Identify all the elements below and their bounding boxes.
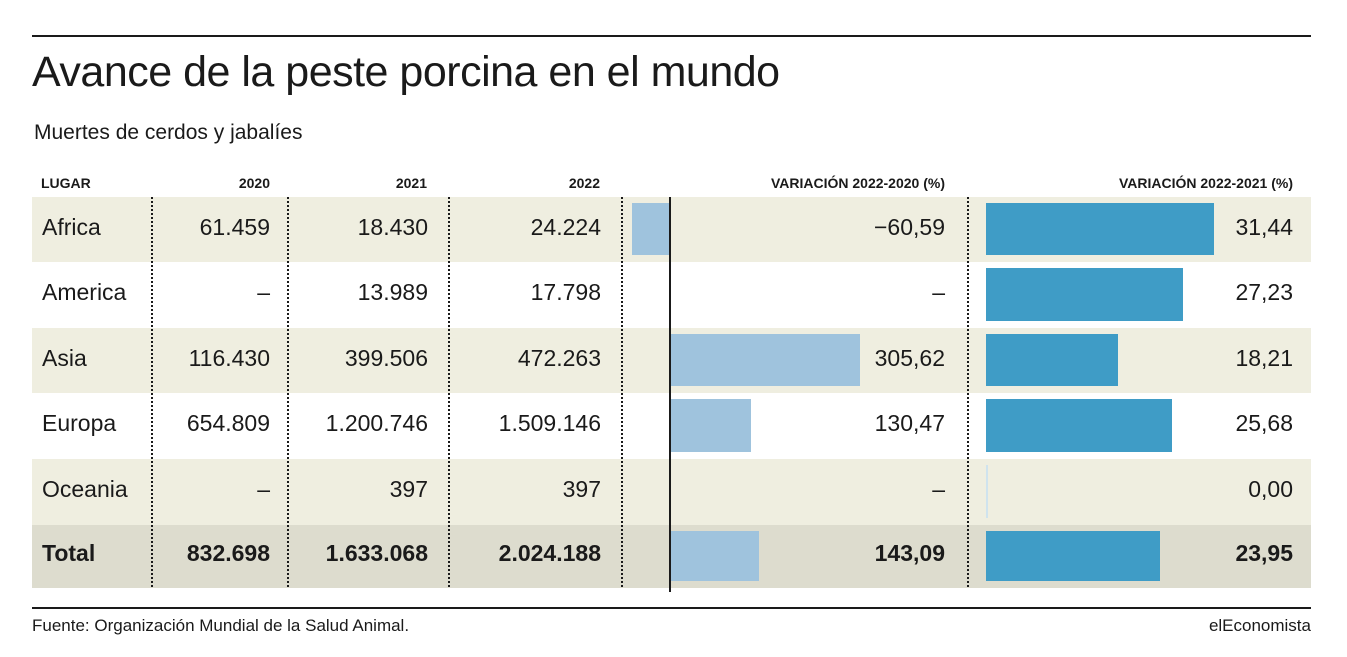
bar-variation-2022-2021 xyxy=(986,531,1160,581)
cell-2020: 61.459 xyxy=(199,214,270,240)
header-variation-2022-2020: VARIACIÓN 2022-2020 (%) xyxy=(770,175,945,191)
cell-2020: – xyxy=(257,476,270,502)
cell-2021: 399.506 xyxy=(344,345,428,371)
cell-variation-2022-2020: 130,47 xyxy=(874,410,945,436)
total-row: Total 832.698 1.633.068 2.024.188 143,09 23,9… xyxy=(32,525,1311,588)
cell-2022: 1.509.146 xyxy=(498,410,601,436)
cell-variation-2022-2021: 31,44 xyxy=(1235,214,1293,240)
table-row: Africa 61.459 18.430 24.224 −60,59 31,44 xyxy=(32,197,1311,262)
bottom-rule xyxy=(32,607,1311,609)
bar-variation-2022-2021 xyxy=(986,334,1119,386)
chart-subtitle: Muertes de cerdos y jabalíes xyxy=(34,121,303,144)
source-note: Fuente: Organización Mundial de la Salud… xyxy=(32,616,410,635)
cell-variation-2022-2020: 143,09 xyxy=(874,540,945,566)
cell-variation-2022-2020: 305,62 xyxy=(874,345,945,371)
cell-variation-2022-2021: 25,68 xyxy=(1235,410,1293,436)
cell-2022: 24.224 xyxy=(530,214,601,240)
cell-2020: 654.809 xyxy=(186,410,270,436)
table-row: America – 13.989 17.798 – 27,23 xyxy=(32,262,1311,328)
cell-2020: – xyxy=(257,279,270,305)
cell-2020: 832.698 xyxy=(186,540,270,566)
bar-variation-2022-2020 xyxy=(632,203,670,255)
cell-place: Africa xyxy=(42,214,101,240)
column-separator xyxy=(967,197,969,587)
cell-2020: 116.430 xyxy=(188,345,270,371)
top-rule xyxy=(32,35,1311,37)
variation-zero-axis xyxy=(669,197,671,592)
cell-place: Total xyxy=(42,540,96,566)
cell-2022: 2.024.188 xyxy=(498,540,601,566)
cell-2021: 1.633.068 xyxy=(325,540,428,566)
cell-place: Europa xyxy=(42,410,117,436)
table-row: Oceania – 397 397 – 0,00 xyxy=(32,459,1311,525)
cell-variation-2022-2021: 23,95 xyxy=(1235,540,1293,566)
table-row: Europa 654.809 1.200.746 1.509.146 130,47 25,… xyxy=(32,393,1311,459)
chart-title: Avance de la peste porcina en el mundo xyxy=(32,48,780,96)
column-separator xyxy=(448,197,450,587)
table-row: Asia 116.430 399.506 472.263 305,62 18,21 xyxy=(32,328,1311,393)
cell-2021: 18.430 xyxy=(357,214,428,240)
cell-place: America xyxy=(42,279,127,305)
cell-variation-2022-2021: 27,23 xyxy=(1235,279,1293,305)
cell-2022: 17.798 xyxy=(530,279,601,305)
header-2020: 2020 xyxy=(238,175,270,191)
cell-2022: 472.263 xyxy=(517,345,601,371)
bar-variation-2022-2021 xyxy=(986,465,988,518)
cell-place: Asia xyxy=(42,345,87,371)
cell-2021: 397 xyxy=(389,476,428,502)
cell-variation-2022-2020: −60,59 xyxy=(874,214,945,240)
bar-variation-2022-2020 xyxy=(670,399,752,452)
brand-logo-text: elEconomista xyxy=(1208,616,1311,635)
column-separator xyxy=(287,197,289,587)
cell-variation-2022-2020: – xyxy=(932,279,945,305)
column-separator xyxy=(151,197,153,587)
header-2022: 2022 xyxy=(568,175,600,191)
header-variation-2022-2021: VARIACIÓN 2022-2021 (%) xyxy=(1118,175,1293,191)
cell-2022: 397 xyxy=(562,476,601,502)
column-separator xyxy=(621,197,623,587)
cell-variation-2022-2021: 0,00 xyxy=(1248,476,1293,502)
bar-variation-2022-2021 xyxy=(986,399,1173,452)
cell-variation-2022-2021: 18,21 xyxy=(1235,345,1293,371)
cell-2021: 1.200.746 xyxy=(325,410,428,436)
header-2021: 2021 xyxy=(395,175,427,191)
cell-place: Oceania xyxy=(42,476,128,502)
bar-variation-2022-2021 xyxy=(986,268,1184,321)
bar-variation-2022-2020 xyxy=(670,334,860,386)
cell-2021: 13.989 xyxy=(357,279,428,305)
cell-variation-2022-2020: – xyxy=(932,476,945,502)
bar-variation-2022-2020 xyxy=(670,531,759,581)
header-place: LUGAR xyxy=(41,175,91,191)
bar-variation-2022-2021 xyxy=(986,203,1214,255)
